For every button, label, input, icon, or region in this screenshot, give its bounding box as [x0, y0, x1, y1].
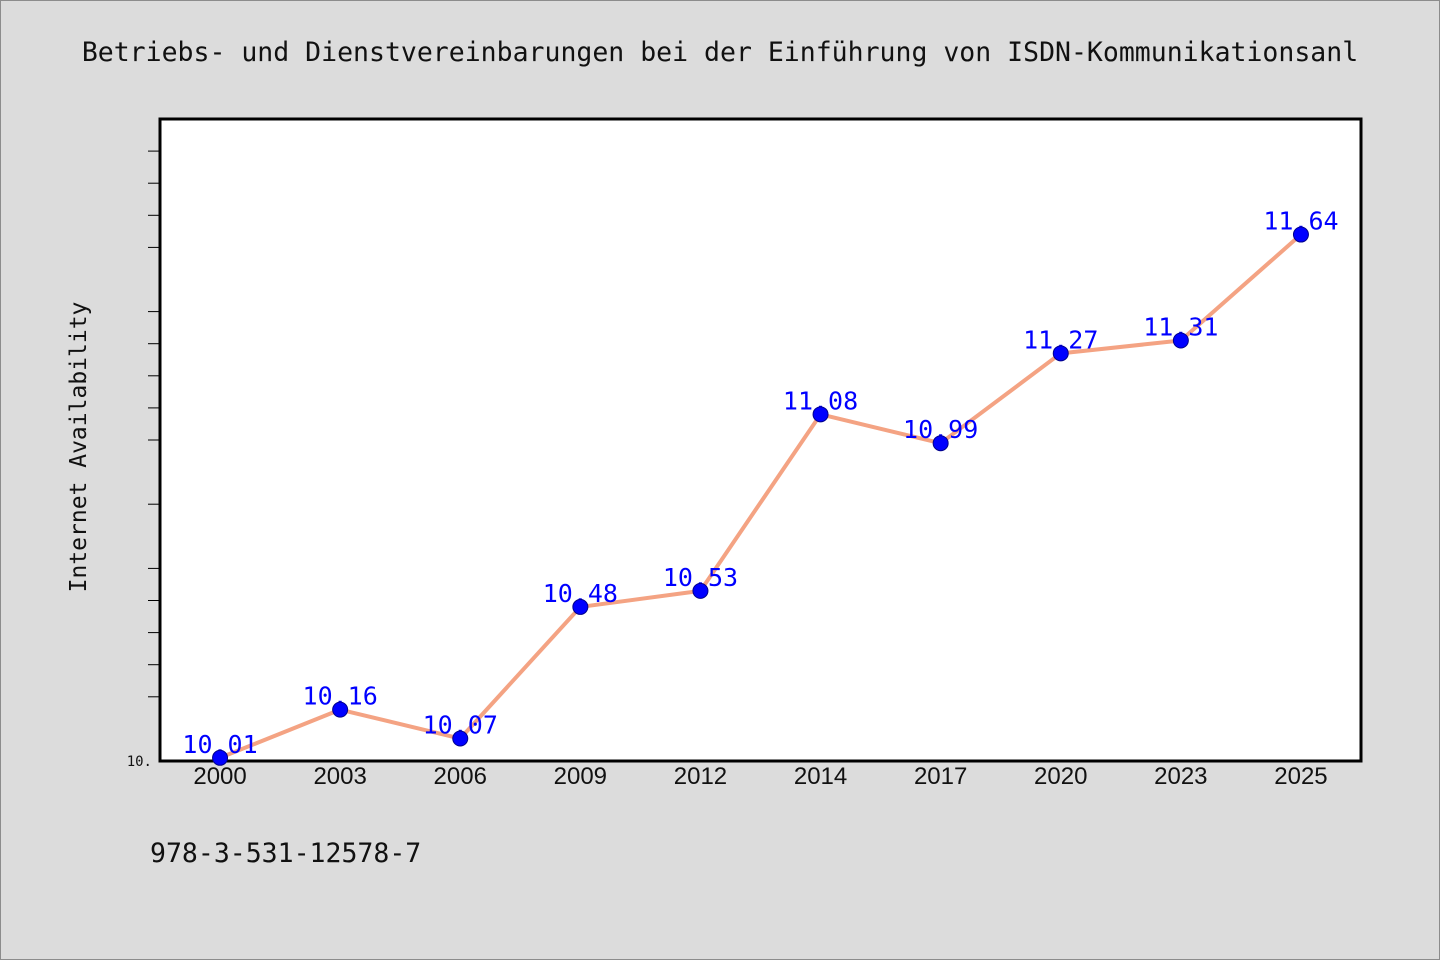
x-tick-label: 2014 [794, 763, 847, 790]
data-point [572, 598, 589, 615]
footer-text: 978-3-531-12578-7 [150, 838, 421, 869]
data-point [932, 435, 949, 452]
series: 10.0110.1610.0710.4810.5311.0810.9911.27… [182, 207, 1339, 766]
x-tick-label: 2006 [434, 763, 487, 790]
x-tick-label: 2025 [1274, 763, 1327, 790]
y-axis: 10. [127, 150, 160, 770]
x-tick-label: 2009 [554, 763, 607, 790]
y-axis-label: Internet Availability [66, 302, 92, 593]
data-point [812, 406, 829, 423]
chart-title: Betriebs- und Dienstvereinbarungen bei d… [82, 37, 1358, 68]
data-point [1172, 332, 1189, 349]
x-tick-label: 2012 [674, 763, 727, 790]
data-point [452, 730, 469, 747]
x-tick-label: 2000 [193, 763, 246, 790]
data-point [1292, 226, 1309, 243]
x-tick-label: 2023 [1154, 763, 1207, 790]
x-axis: 2000 2003 2006 2009 2012 2014 2017 2020 2023 2025 [193, 763, 1327, 790]
x-tick-label: 2003 [313, 763, 366, 790]
data-point [332, 701, 349, 718]
x-tick-label: 2020 [1034, 763, 1087, 790]
data-point [1052, 345, 1069, 362]
series-line [218, 232, 1303, 760]
data-point [212, 749, 229, 766]
plot-frame [158, 117, 1363, 763]
y-tick-label: 10. [127, 754, 152, 770]
data-point [692, 582, 709, 599]
plot-area [160, 119, 1361, 761]
x-tick-label: 2017 [914, 763, 967, 790]
